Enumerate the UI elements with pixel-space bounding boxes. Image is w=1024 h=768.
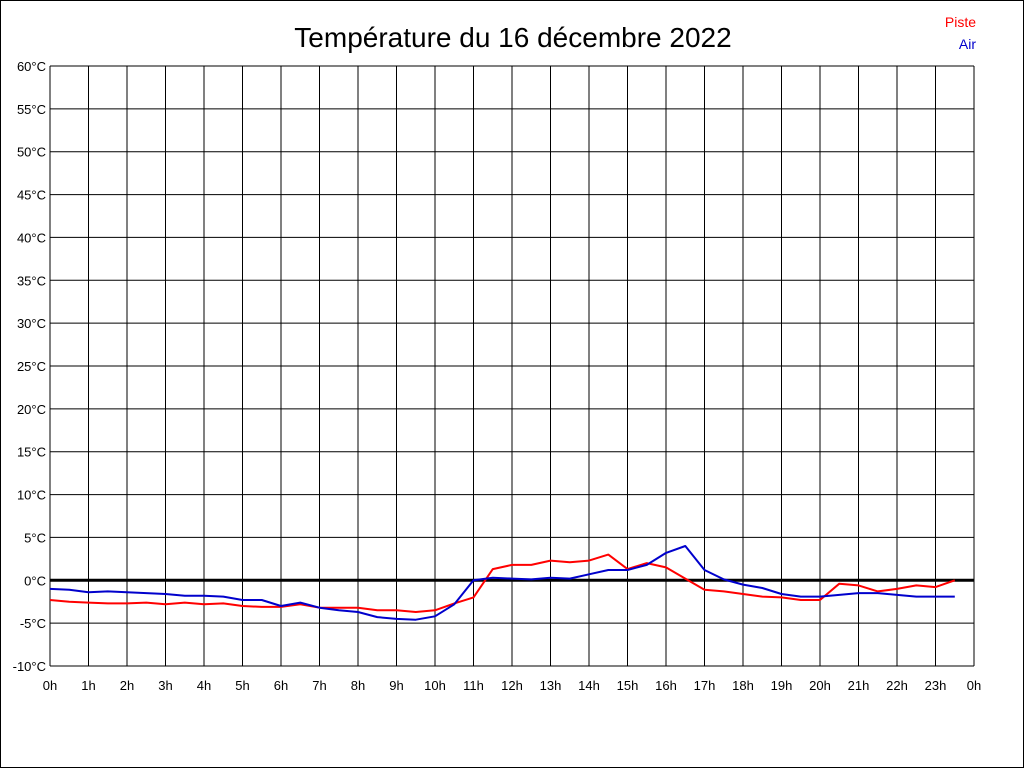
x-tick-label: 11h [463,678,484,693]
y-tick-label: 25°C [17,359,46,374]
y-tick-label: 60°C [17,59,46,74]
x-tick-label: 6h [274,678,288,693]
y-tick-label: -10°C [13,659,46,674]
grid [49,65,975,667]
y-tick-label: 30°C [17,316,46,331]
y-tick-label: 15°C [17,445,46,460]
x-tick-label: 7h [312,678,326,693]
chart-title: Température du 16 décembre 2022 [294,22,731,53]
y-tick-label: 0°C [24,573,46,588]
y-tick-label: 35°C [17,273,46,288]
x-tick-label: 19h [771,678,793,693]
x-tick-label: 18h [732,678,754,693]
x-tick-label: 4h [197,678,211,693]
legend-entry-piste: Piste [945,14,976,30]
x-tick-label: 9h [389,678,403,693]
y-tick-label: 50°C [17,145,46,160]
x-tick-label: 3h [158,678,172,693]
y-axis-ticks: 60°C 55°C 50°C 45°C 40°C 35°C 30°C 25°C 20°C 15°C… [13,59,46,674]
y-tick-label: 10°C [17,488,46,503]
legend-entry-air: Air [959,36,976,52]
x-tick-label: 8h [351,678,365,693]
x-axis-ticks: 0h 1h 2h 3h 4h 5h 6h 7h 8h 9h 10h 11h 12h 13h 14h 15h 16… [43,678,981,693]
series-lines [49,545,956,621]
x-tick-label: 13h [540,678,562,693]
y-tick-label: 45°C [17,188,46,203]
x-tick-label: 10h [424,678,446,693]
series-line-air [49,545,955,621]
x-tick-label: 22h [886,678,908,693]
x-tick-label: 2h [120,678,134,693]
x-tick-label: 12h [501,678,523,693]
x-tick-label: 16h [655,678,677,693]
y-tick-label: 20°C [17,402,46,417]
x-tick-label: 21h [848,678,870,693]
x-tick-label: 14h [578,678,600,693]
legend: Piste Air [945,14,976,52]
y-tick-label: 55°C [17,102,46,117]
x-tick-label: 1h [81,678,95,693]
y-tick-label: 5°C [24,530,46,545]
x-tick-label: 15h [617,678,639,693]
x-tick-label: 0h [967,678,981,693]
x-tick-label: 0h [43,678,57,693]
x-tick-label: 5h [235,678,249,693]
x-tick-label: 20h [809,678,831,693]
y-tick-label: -5°C [20,616,46,631]
x-tick-label: 23h [925,678,947,693]
y-tick-label: 40°C [17,230,46,245]
series-line-piste [49,553,956,613]
x-tick-label: 17h [694,678,716,693]
